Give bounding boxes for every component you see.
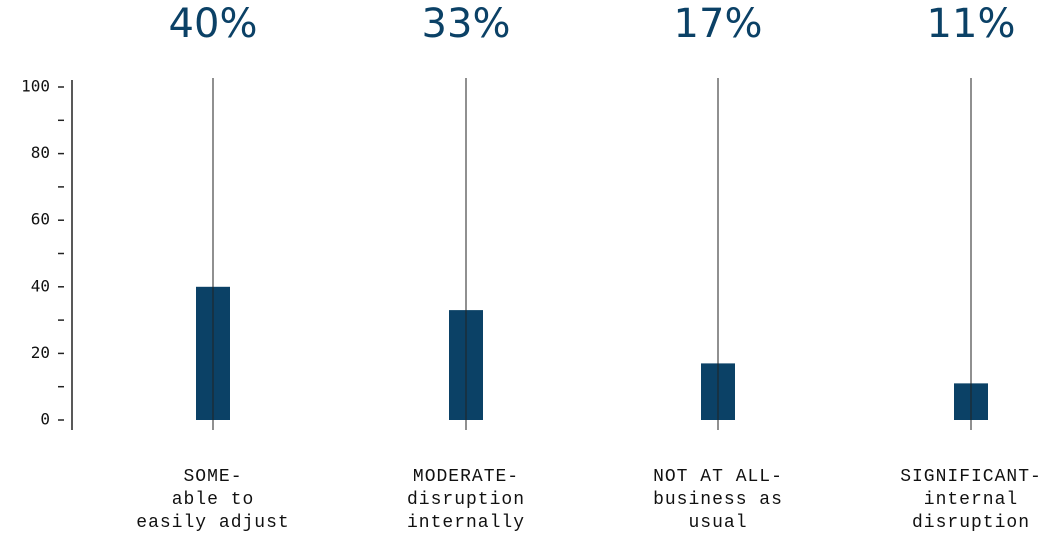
y-tick-label: 80	[31, 143, 50, 162]
y-tick-label: 0	[40, 410, 50, 429]
y-tick-label: 20	[31, 343, 50, 362]
y-tick-label: 60	[31, 210, 50, 229]
y-tick-label: 100	[21, 77, 50, 96]
value-label: 11%	[927, 1, 1016, 47]
x-tick-label: NOT AT ALL- business as usual	[653, 467, 783, 533]
x-tick-label: SIGNIFICANT- internal disruption	[900, 467, 1042, 533]
y-tick-label: 40	[31, 276, 50, 295]
value-label: 40%	[169, 1, 258, 47]
x-tick-label: MODERATE- disruption internally	[406, 467, 526, 533]
value-label: 33%	[422, 1, 511, 47]
x-tick-label: SOME- able to easily adjust	[136, 467, 290, 533]
value-label: 17%	[674, 1, 763, 47]
